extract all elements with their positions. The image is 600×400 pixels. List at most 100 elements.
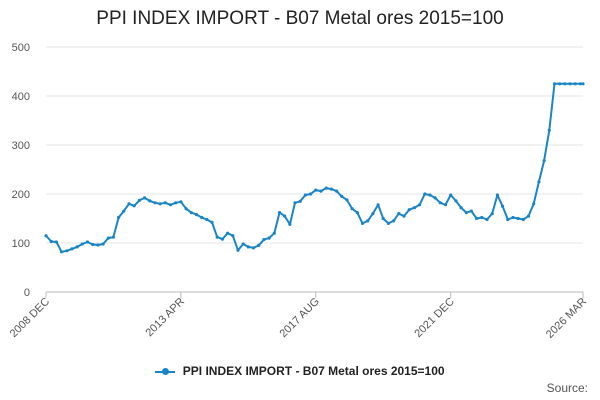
data-point[interactable] [241,242,245,246]
data-point[interactable] [552,82,557,86]
data-point[interactable] [537,180,541,184]
data-point[interactable] [194,213,199,217]
data-point[interactable] [511,215,515,220]
data-point[interactable] [298,199,302,203]
data-point[interactable] [418,203,422,207]
data-point[interactable] [464,211,468,215]
data-point[interactable] [168,203,173,207]
data-point[interactable] [480,215,484,220]
data-point[interactable] [433,196,437,200]
data-point[interactable] [573,82,577,86]
data-point[interactable] [324,186,328,190]
data-point[interactable] [231,234,235,238]
data-point[interactable] [101,242,105,246]
data-point[interactable] [132,204,136,208]
legend[interactable]: PPI INDEX IMPORT - B07 Metal ores 2015=1… [0,364,600,378]
data-point[interactable] [251,246,256,250]
data-point[interactable] [345,198,349,202]
data-point[interactable] [355,211,359,215]
data-point[interactable] [174,201,178,205]
data-point[interactable] [49,239,53,244]
data-point[interactable] [547,128,551,132]
data-point[interactable] [80,242,84,246]
data-point[interactable] [158,202,162,206]
data-point[interactable] [143,196,147,200]
data-point[interactable] [438,201,442,205]
data-point[interactable] [236,248,240,252]
data-point[interactable] [376,203,380,207]
data-point[interactable] [137,198,141,202]
data-point[interactable] [521,217,525,222]
data-point[interactable] [407,208,411,212]
data-point[interactable] [179,200,183,204]
data-point[interactable] [443,203,448,207]
data-point[interactable] [96,243,100,247]
data-point[interactable] [75,245,79,249]
data-point[interactable] [366,219,370,223]
data-point[interactable] [319,189,323,193]
data-point[interactable] [246,245,250,249]
data-point[interactable] [335,189,339,193]
data-point[interactable] [542,159,546,163]
data-point[interactable] [85,240,90,244]
data-point[interactable] [454,199,458,203]
data-point[interactable] [392,219,396,223]
data-point[interactable] [60,250,64,254]
data-point[interactable] [153,201,157,205]
data-point[interactable] [469,209,473,213]
data-point[interactable] [490,212,494,216]
data-point[interactable] [402,214,406,218]
data-point[interactable] [495,193,499,197]
data-point[interactable] [189,211,193,215]
data-point[interactable] [127,202,131,206]
data-point[interactable] [381,216,385,221]
data-point[interactable] [412,206,416,210]
data-point[interactable] [210,220,214,224]
data-point[interactable] [501,204,505,208]
data-point[interactable] [386,221,390,225]
data-point[interactable] [558,82,562,86]
data-point[interactable] [220,237,224,241]
data-point[interactable] [215,235,219,239]
data-point[interactable] [65,249,69,253]
data-point[interactable] [303,193,307,197]
data-point[interactable] [163,201,167,205]
data-point[interactable] [397,212,401,216]
data-point[interactable] [423,192,427,196]
data-point[interactable] [360,221,365,225]
data-point[interactable] [532,202,536,206]
data-point[interactable] [122,209,126,213]
data-point[interactable] [475,216,479,221]
data-point[interactable] [262,238,266,242]
data-point[interactable] [277,211,282,215]
data-point[interactable] [70,247,74,251]
data-point[interactable] [459,206,463,210]
data-point[interactable] [485,217,489,222]
data-point[interactable] [293,201,297,205]
data-point[interactable] [184,207,188,211]
data-point[interactable] [516,216,520,221]
data-point[interactable] [226,231,230,235]
data-point[interactable] [581,82,585,86]
data-point[interactable] [106,236,110,240]
data-point[interactable] [117,215,121,220]
data-point[interactable] [350,207,354,211]
data-point[interactable] [578,82,583,86]
data-point[interactable] [148,199,152,203]
data-point[interactable] [329,187,333,191]
data-point[interactable] [200,215,204,220]
data-point[interactable] [91,242,95,247]
data-point[interactable] [257,243,261,247]
data-point[interactable] [54,240,59,244]
data-point[interactable] [283,214,287,218]
data-point[interactable] [563,82,567,86]
data-point[interactable] [568,82,572,86]
data-point[interactable] [267,236,271,240]
data-point[interactable] [111,235,115,239]
data-point[interactable] [44,234,48,238]
data-point[interactable] [309,192,313,196]
data-point[interactable] [314,188,318,192]
data-point[interactable] [428,193,432,197]
data-point[interactable] [371,212,375,216]
data-point[interactable] [288,222,292,226]
